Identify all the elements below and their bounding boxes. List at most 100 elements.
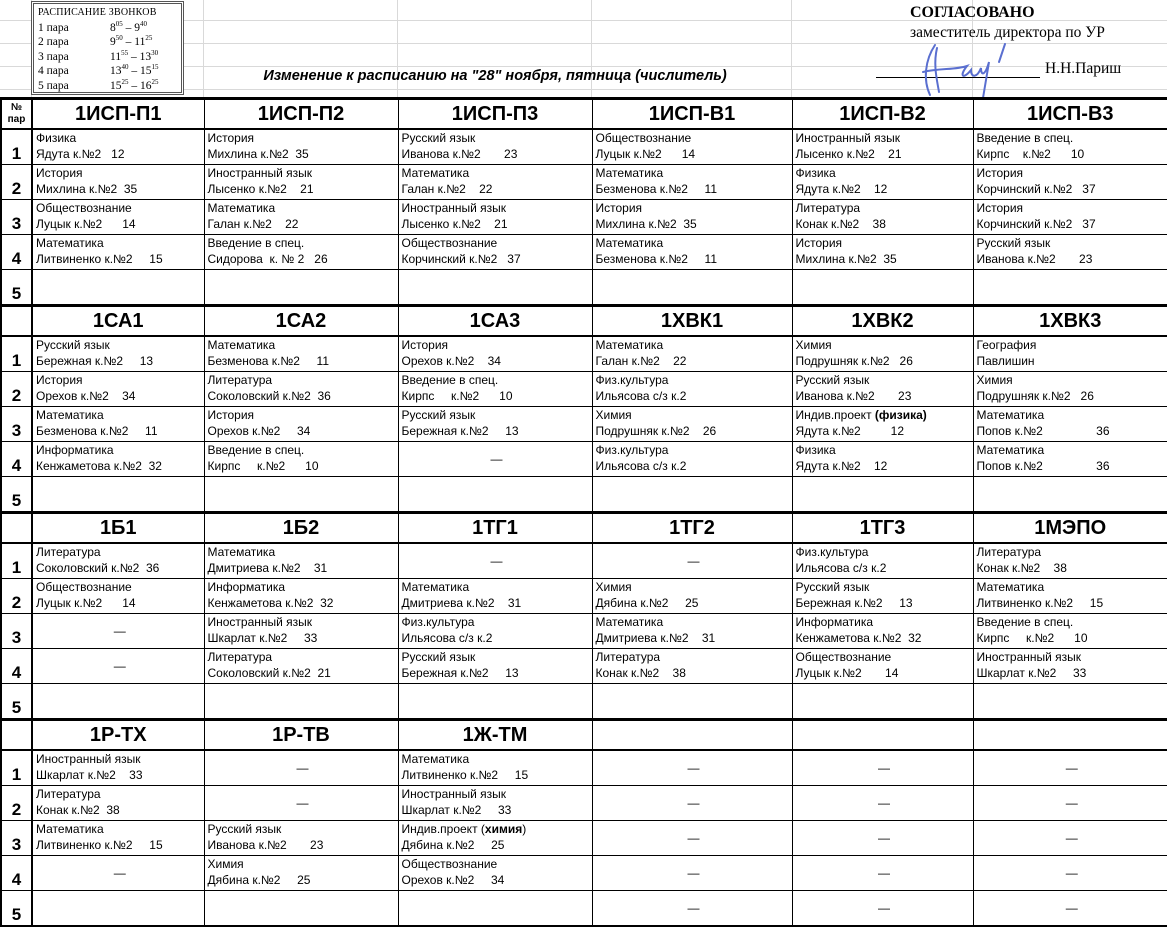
dash: — xyxy=(878,761,890,775)
no-lesson-cell: — xyxy=(792,891,973,927)
approval-heading: СОГЛАСОВАНО xyxy=(910,4,1035,22)
group-name xyxy=(973,720,1167,751)
subject-name: Математика xyxy=(977,408,1045,422)
no-lesson-cell: — xyxy=(973,821,1167,856)
dash: — xyxy=(1066,831,1078,845)
subject-name: Математика xyxy=(402,166,470,180)
teacher-room: Орехов к.№2 34 xyxy=(402,353,592,369)
lesson-number: 3 xyxy=(1,614,32,649)
lesson-time: 1340 – 1515 xyxy=(110,64,159,79)
subject-name: Русский язык xyxy=(977,236,1051,250)
subject-name: Обществознание xyxy=(402,236,498,250)
teacher-room: Лысенко к.№2 21 xyxy=(796,146,973,162)
subject: Введение в спец. xyxy=(208,442,398,458)
subject-name: Математика xyxy=(977,443,1045,457)
subject: Математика xyxy=(977,579,1167,595)
subject: Математика xyxy=(36,821,204,837)
subject-name: История xyxy=(402,338,449,352)
subject: Иностранный язык xyxy=(208,165,398,181)
empty-cell xyxy=(792,477,973,513)
subject-name: Литература xyxy=(36,787,101,801)
subject: Математика xyxy=(596,235,792,251)
subject: Индив.проект (физика) xyxy=(796,407,973,423)
end-hour: 16 xyxy=(140,80,152,92)
subject: Иностранный язык xyxy=(208,614,398,630)
lesson-cell: Введение в спец.Кирпс к.№2 10 xyxy=(973,614,1167,649)
teacher-room: Луцык к.№2 14 xyxy=(596,146,792,162)
page-title: Изменение к расписанию на "28" ноября, п… xyxy=(200,68,790,84)
subject-name: Математика xyxy=(208,201,276,215)
subject: География xyxy=(977,337,1167,353)
teacher-room: Лысенко к.№2 21 xyxy=(402,216,592,232)
teacher-room: Литвиненко к.№2 15 xyxy=(402,767,592,783)
subject-name: Информатика xyxy=(796,615,874,629)
teacher-room: Литвиненко к.№2 15 xyxy=(977,595,1167,611)
subject-name: Русский язык xyxy=(796,580,870,594)
group-name: 1Б2 xyxy=(204,513,398,544)
group-name: 1СА1 xyxy=(32,306,204,337)
empty-cell xyxy=(32,477,204,513)
lesson-cell: Введение в спец.Кирпс к.№2 10 xyxy=(398,372,592,407)
start-min: 05 xyxy=(116,20,123,28)
subject-name: История xyxy=(977,166,1024,180)
teacher-room: Ильясова с/з к.2 xyxy=(796,560,973,576)
teacher-room: Бережная к.№2 13 xyxy=(402,665,592,681)
subject: Литература xyxy=(796,200,973,216)
subject: История xyxy=(402,337,592,353)
subject: Математика xyxy=(402,165,592,181)
subject-name: Математика xyxy=(596,338,664,352)
teacher-room: Кенжаметова к.№2 32 xyxy=(208,595,398,611)
lesson-time: 805 – 940 xyxy=(110,21,147,36)
empty-cell xyxy=(204,684,398,720)
end-min: 15 xyxy=(152,63,159,71)
teacher-room: Михлина к.№2 35 xyxy=(796,251,973,267)
lesson-number: 2 xyxy=(1,165,32,200)
subject-name: Иностранный язык xyxy=(402,201,507,215)
teacher-room: Сидорова к. № 2 26 xyxy=(208,251,398,267)
lesson-time: 950 – 1125 xyxy=(110,35,152,50)
teacher-room: Орехов к.№2 34 xyxy=(208,423,398,439)
lesson-number-header xyxy=(1,513,32,544)
dash: — xyxy=(491,452,503,466)
start-min: 50 xyxy=(116,34,123,42)
subject: Русский язык xyxy=(208,821,398,837)
subject-name: История xyxy=(796,236,843,250)
teacher-room: Безменова к.№2 11 xyxy=(36,423,204,439)
subject: Иностранный язык xyxy=(36,751,204,767)
start-hour: 13 xyxy=(110,65,122,77)
subject-name: Математика xyxy=(208,545,276,559)
subject-name: История xyxy=(977,201,1024,215)
teacher-room: Шкарлат к.№2 33 xyxy=(208,630,398,646)
empty-cell xyxy=(204,891,398,927)
dash: — xyxy=(114,866,126,880)
subject-name: Обществознание xyxy=(596,131,692,145)
subject-name: История xyxy=(596,201,643,215)
subject-name: Математика xyxy=(208,338,276,352)
teacher-room: Конак к.№2 38 xyxy=(796,216,973,232)
lesson-label: 2 пара xyxy=(38,35,110,50)
teacher-room: Кирпс к.№2 10 xyxy=(977,630,1167,646)
empty-cell xyxy=(592,270,792,306)
dash: — xyxy=(878,831,890,845)
lesson-cell: Индив.проект (химия)Дябина к.№2 25 xyxy=(398,821,592,856)
